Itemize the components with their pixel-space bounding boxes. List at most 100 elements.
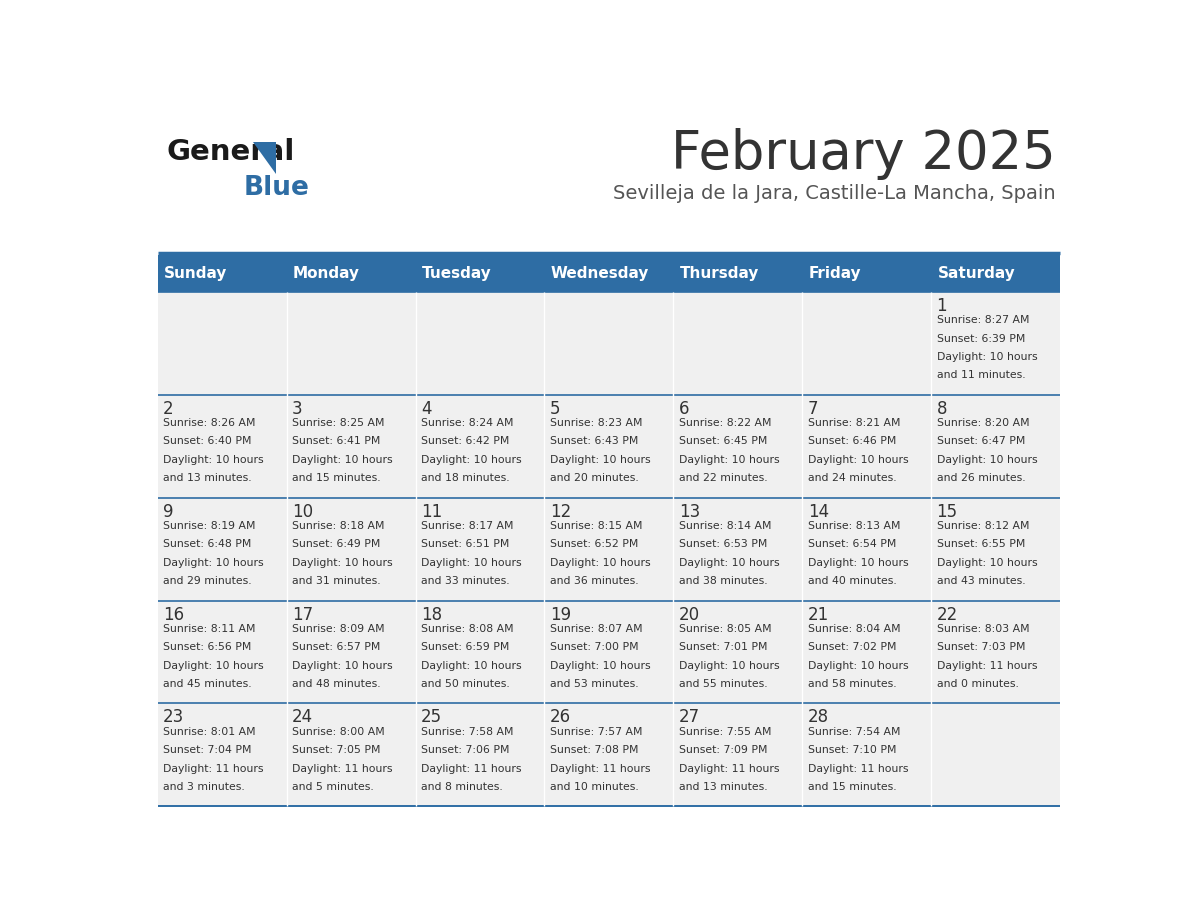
Text: and 15 minutes.: and 15 minutes.	[808, 782, 897, 792]
Text: Daylight: 11 hours: Daylight: 11 hours	[421, 764, 522, 774]
Text: Daylight: 10 hours: Daylight: 10 hours	[936, 352, 1037, 362]
Text: Sunrise: 7:54 AM: Sunrise: 7:54 AM	[808, 727, 901, 737]
Text: Sunrise: 8:11 AM: Sunrise: 8:11 AM	[163, 624, 255, 634]
Text: and 22 minutes.: and 22 minutes.	[678, 473, 767, 483]
Text: Sunset: 6:42 PM: Sunset: 6:42 PM	[421, 436, 510, 446]
Bar	[544, 255, 674, 292]
Text: 28: 28	[808, 709, 829, 726]
Bar	[416, 498, 544, 600]
Text: Sunrise: 8:08 AM: Sunrise: 8:08 AM	[421, 624, 513, 634]
Text: Sunset: 6:47 PM: Sunset: 6:47 PM	[936, 436, 1025, 446]
Text: Sunset: 6:56 PM: Sunset: 6:56 PM	[163, 643, 252, 653]
Bar	[931, 255, 1060, 292]
Text: Daylight: 10 hours: Daylight: 10 hours	[808, 661, 909, 671]
Text: 11: 11	[421, 503, 442, 521]
Text: Sunrise: 8:01 AM: Sunrise: 8:01 AM	[163, 727, 255, 737]
Text: Daylight: 10 hours: Daylight: 10 hours	[292, 558, 393, 567]
Text: Sunrise: 8:05 AM: Sunrise: 8:05 AM	[678, 624, 771, 634]
Text: Daylight: 10 hours: Daylight: 10 hours	[550, 454, 651, 465]
Text: Daylight: 10 hours: Daylight: 10 hours	[808, 454, 909, 465]
Text: Daylight: 10 hours: Daylight: 10 hours	[550, 558, 651, 567]
Text: Blue: Blue	[244, 175, 309, 201]
Bar	[802, 498, 931, 600]
Text: Sunrise: 8:14 AM: Sunrise: 8:14 AM	[678, 521, 771, 531]
Text: Sunrise: 8:22 AM: Sunrise: 8:22 AM	[678, 418, 771, 428]
Bar	[674, 255, 802, 292]
Text: Sunset: 7:05 PM: Sunset: 7:05 PM	[292, 745, 380, 756]
Text: Daylight: 10 hours: Daylight: 10 hours	[292, 454, 393, 465]
Text: and 53 minutes.: and 53 minutes.	[550, 679, 639, 689]
Text: Sunset: 7:00 PM: Sunset: 7:00 PM	[550, 643, 639, 653]
Text: 27: 27	[678, 709, 700, 726]
Text: Sunrise: 8:20 AM: Sunrise: 8:20 AM	[936, 418, 1029, 428]
Text: Sunday: Sunday	[164, 266, 228, 281]
Text: Sunrise: 8:25 AM: Sunrise: 8:25 AM	[292, 418, 385, 428]
Bar	[931, 600, 1060, 703]
Text: 5: 5	[550, 399, 561, 418]
Text: Sunset: 7:10 PM: Sunset: 7:10 PM	[808, 745, 896, 756]
Bar	[674, 703, 802, 806]
Text: Sunset: 6:55 PM: Sunset: 6:55 PM	[936, 540, 1025, 549]
Bar	[286, 395, 416, 498]
Text: Wednesday: Wednesday	[551, 266, 649, 281]
Text: 15: 15	[936, 503, 958, 521]
Text: and 58 minutes.: and 58 minutes.	[808, 679, 897, 689]
Text: Sunrise: 7:58 AM: Sunrise: 7:58 AM	[421, 727, 513, 737]
Text: 9: 9	[163, 503, 173, 521]
Bar	[158, 395, 286, 498]
Text: Sunset: 7:06 PM: Sunset: 7:06 PM	[421, 745, 510, 756]
Text: Daylight: 10 hours: Daylight: 10 hours	[808, 558, 909, 567]
Text: and 15 minutes.: and 15 minutes.	[292, 473, 381, 483]
Text: Sunrise: 7:55 AM: Sunrise: 7:55 AM	[678, 727, 771, 737]
Text: Daylight: 10 hours: Daylight: 10 hours	[678, 661, 779, 671]
Bar	[158, 498, 286, 600]
Text: Sunset: 7:08 PM: Sunset: 7:08 PM	[550, 745, 638, 756]
Text: and 31 minutes.: and 31 minutes.	[292, 577, 381, 586]
Text: 19: 19	[550, 606, 571, 623]
Text: and 38 minutes.: and 38 minutes.	[678, 577, 767, 586]
Text: and 55 minutes.: and 55 minutes.	[678, 679, 767, 689]
Text: Daylight: 10 hours: Daylight: 10 hours	[421, 661, 522, 671]
Text: Sunrise: 8:07 AM: Sunrise: 8:07 AM	[550, 624, 643, 634]
Text: and 5 minutes.: and 5 minutes.	[292, 782, 374, 792]
Bar	[286, 255, 416, 292]
Text: Sunrise: 8:00 AM: Sunrise: 8:00 AM	[292, 727, 385, 737]
Bar	[416, 703, 544, 806]
Text: Sunset: 6:40 PM: Sunset: 6:40 PM	[163, 436, 252, 446]
Text: Sunrise: 8:18 AM: Sunrise: 8:18 AM	[292, 521, 385, 531]
Text: General: General	[166, 139, 296, 166]
Text: Sunrise: 8:17 AM: Sunrise: 8:17 AM	[421, 521, 513, 531]
Text: Sunrise: 8:21 AM: Sunrise: 8:21 AM	[808, 418, 901, 428]
Text: Saturday: Saturday	[937, 266, 1016, 281]
Text: and 10 minutes.: and 10 minutes.	[550, 782, 639, 792]
Text: and 24 minutes.: and 24 minutes.	[808, 473, 897, 483]
Text: 20: 20	[678, 606, 700, 623]
Text: Daylight: 11 hours: Daylight: 11 hours	[550, 764, 650, 774]
Text: Sunset: 6:57 PM: Sunset: 6:57 PM	[292, 643, 380, 653]
Text: 13: 13	[678, 503, 700, 521]
Text: Sunrise: 8:09 AM: Sunrise: 8:09 AM	[292, 624, 385, 634]
Text: Thursday: Thursday	[680, 266, 759, 281]
Text: Daylight: 10 hours: Daylight: 10 hours	[936, 454, 1037, 465]
Text: Daylight: 10 hours: Daylight: 10 hours	[163, 558, 264, 567]
Text: Sunset: 6:59 PM: Sunset: 6:59 PM	[421, 643, 510, 653]
Bar	[674, 600, 802, 703]
Text: Sunrise: 8:27 AM: Sunrise: 8:27 AM	[936, 315, 1029, 325]
Text: Sunset: 6:49 PM: Sunset: 6:49 PM	[292, 540, 380, 549]
Bar	[286, 703, 416, 806]
Bar	[286, 292, 416, 395]
Text: and 43 minutes.: and 43 minutes.	[936, 577, 1025, 586]
Text: and 20 minutes.: and 20 minutes.	[550, 473, 639, 483]
Text: and 13 minutes.: and 13 minutes.	[163, 473, 252, 483]
Text: and 13 minutes.: and 13 minutes.	[678, 782, 767, 792]
Text: Sunset: 6:48 PM: Sunset: 6:48 PM	[163, 540, 252, 549]
Text: and 3 minutes.: and 3 minutes.	[163, 782, 245, 792]
Text: 22: 22	[936, 606, 958, 623]
Text: 8: 8	[936, 399, 947, 418]
Text: Daylight: 10 hours: Daylight: 10 hours	[936, 558, 1037, 567]
Text: and 50 minutes.: and 50 minutes.	[421, 679, 510, 689]
Text: Sunset: 6:52 PM: Sunset: 6:52 PM	[550, 540, 638, 549]
Text: 16: 16	[163, 606, 184, 623]
Bar	[544, 600, 674, 703]
Bar	[674, 292, 802, 395]
